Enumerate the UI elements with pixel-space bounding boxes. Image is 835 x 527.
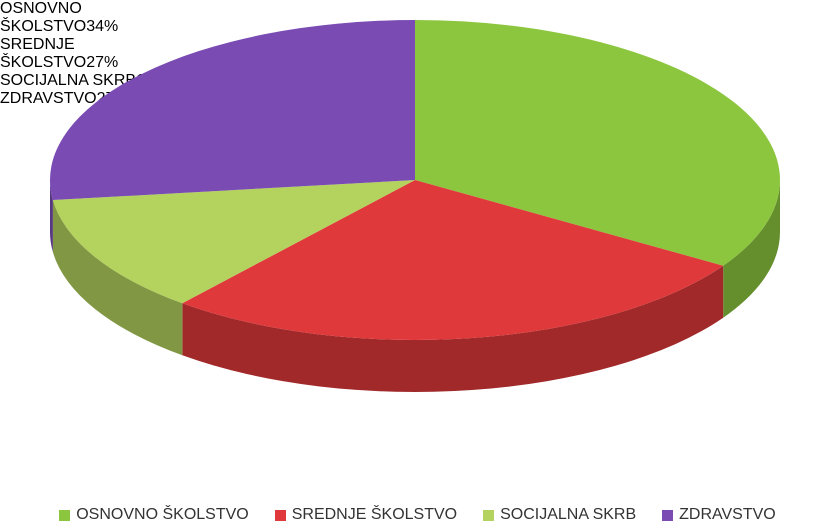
slice-value: 34% — [86, 18, 119, 35]
legend-swatch — [662, 509, 674, 521]
slice — [415, 20, 781, 266]
slice-value: 27% — [86, 54, 119, 71]
slice-label: SREDNJE ŠKOLSTVO27% — [0, 36, 130, 72]
slice-category: SOCIJALNA SKRB — [0, 72, 137, 89]
chart — [49, 20, 781, 392]
legend-item: SREDNJE ŠKOLSTVO — [274, 506, 458, 524]
slice-category: OSNOVNO ŠKOLSTVO — [0, 0, 87, 35]
legend-swatch — [483, 509, 495, 521]
legend-label: OSNOVNO ŠKOLSTVO — [76, 506, 249, 523]
slice-side — [50, 180, 53, 253]
slice-category: ZDRAVSTVO — [0, 90, 97, 107]
legend-item: OSNOVNO ŠKOLSTVO — [59, 506, 249, 524]
slice-label: OSNOVNO ŠKOLSTVO34% — [0, 0, 120, 36]
legend-swatch — [59, 509, 71, 521]
legend-label: ZDRAVSTVO — [679, 506, 776, 523]
slice — [182, 180, 724, 340]
slice-side — [182, 265, 724, 392]
slice — [52, 180, 415, 304]
legend-item: SOCIJALNA SKRB — [483, 506, 636, 524]
slice — [49, 20, 415, 201]
legend-swatch — [274, 509, 286, 521]
legend: OSNOVNO ŠKOLSTVO SREDNJE ŠKOLSTVO SOCIJALN… — [0, 506, 835, 524]
slice-side — [52, 200, 183, 356]
legend-item: ZDRAVSTVO — [662, 506, 776, 524]
legend-label: SOCIJALNA SKRB — [500, 506, 637, 523]
legend-label: SREDNJE ŠKOLSTVO — [291, 506, 458, 523]
slice-category: SREDNJE ŠKOLSTVO — [0, 36, 87, 71]
slice-side — [723, 180, 780, 318]
